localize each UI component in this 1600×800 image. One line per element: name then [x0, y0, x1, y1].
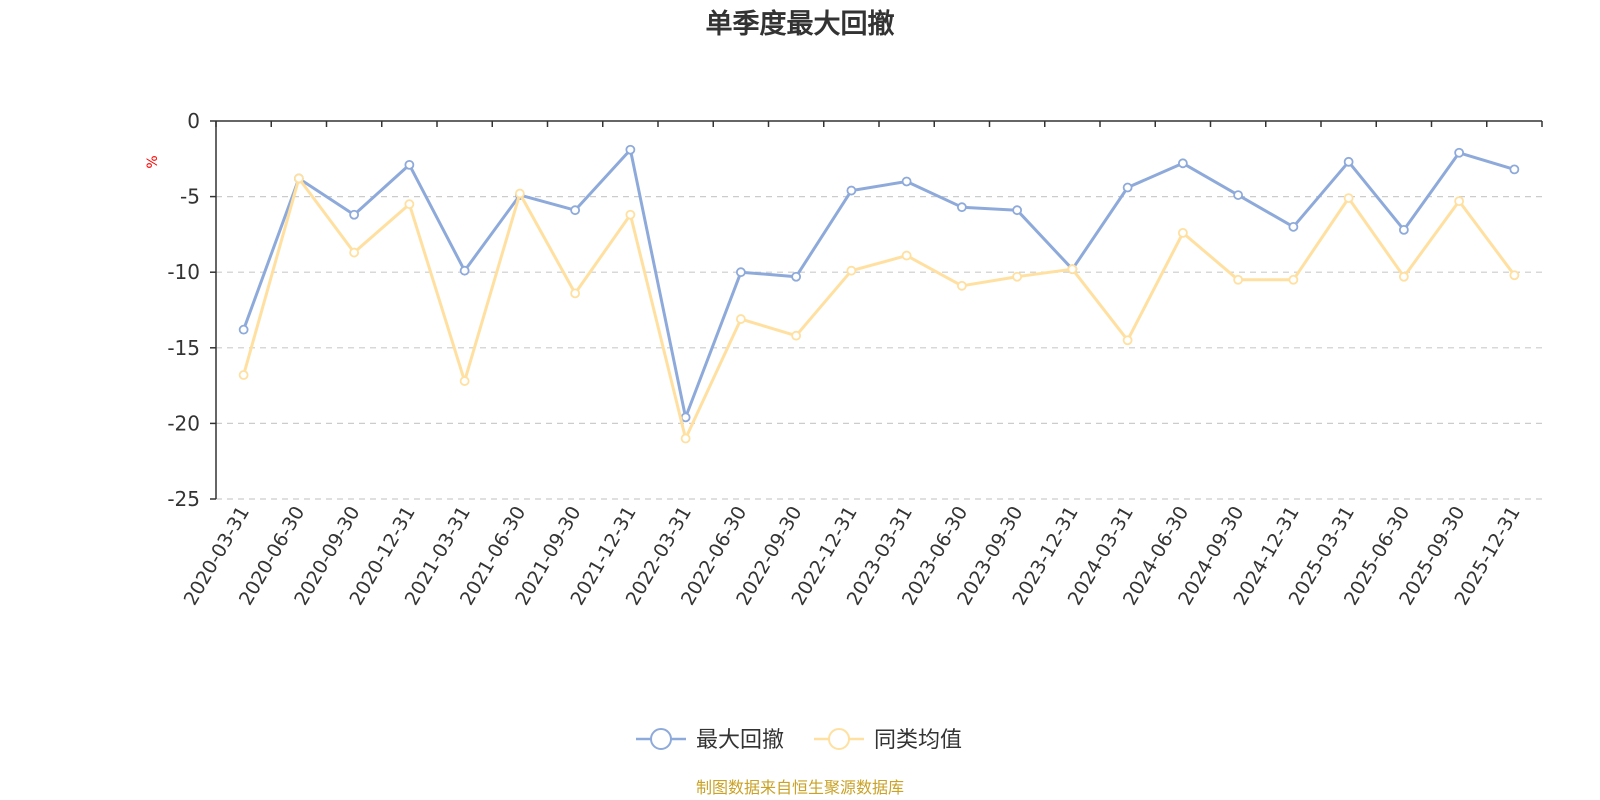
data-source-note: 制图数据来自恒生聚源数据库 — [696, 778, 904, 797]
data-point[interactable] — [1454, 196, 1465, 207]
y-tick-label: -25 — [167, 487, 200, 511]
data-point[interactable] — [901, 176, 912, 187]
legend-marker-max-drawdown — [650, 728, 672, 750]
data-point[interactable] — [735, 267, 746, 278]
y-tick-label: 0 — [187, 109, 200, 133]
data-point[interactable] — [1177, 158, 1188, 169]
data-point[interactable] — [1343, 156, 1354, 167]
data-point[interactable] — [404, 159, 415, 170]
data-point[interactable] — [1067, 264, 1078, 275]
data-point[interactable] — [625, 144, 636, 155]
data-point[interactable] — [514, 188, 525, 199]
data-point[interactable] — [791, 330, 802, 341]
data-point[interactable] — [349, 209, 360, 220]
grid-lines — [216, 196, 1542, 500]
legend-label-max-drawdown: 最大回撤 — [696, 728, 784, 753]
data-point[interactable] — [1454, 147, 1465, 158]
data-point[interactable] — [349, 247, 360, 258]
data-point[interactable] — [956, 202, 967, 213]
data-point[interactable] — [1177, 227, 1188, 238]
series-layer — [238, 144, 1520, 444]
data-point[interactable] — [625, 209, 636, 220]
data-point[interactable] — [901, 250, 912, 261]
data-point[interactable] — [1509, 270, 1520, 281]
data-point[interactable] — [735, 314, 746, 324]
data-point[interactable] — [570, 205, 581, 216]
data-point[interactable] — [238, 324, 249, 335]
data-point[interactable] — [1233, 274, 1244, 285]
data-point[interactable] — [956, 280, 967, 291]
series-line-0 — [242, 148, 1515, 419]
data-point[interactable] — [293, 173, 304, 184]
data-point[interactable] — [1122, 335, 1133, 346]
data-point[interactable] — [1012, 205, 1023, 216]
legend-item-max-drawdown[interactable]: 最大回撤 — [636, 728, 784, 753]
y-tick-label: -20 — [167, 411, 200, 435]
data-point[interactable] — [791, 271, 802, 282]
data-point[interactable] — [459, 265, 470, 276]
y-tick-label: -10 — [167, 260, 200, 284]
data-point[interactable] — [1233, 190, 1244, 200]
legend-item-peer-average[interactable]: 同类均值 — [814, 728, 962, 753]
data-point[interactable] — [459, 376, 470, 386]
chart-title: 单季度最大回撤 — [706, 8, 895, 40]
data-point[interactable] — [846, 265, 857, 276]
data-point[interactable] — [1398, 224, 1409, 235]
data-point[interactable] — [1509, 164, 1520, 175]
data-point[interactable] — [1288, 221, 1299, 232]
data-point[interactable] — [680, 433, 691, 444]
legend-label-peer-average: 同类均值 — [874, 728, 962, 753]
y-axis-unit: % — [145, 155, 161, 168]
data-point[interactable] — [570, 288, 581, 299]
data-point[interactable] — [1122, 182, 1133, 193]
axes: 0-5-10-15-20-252020-03-312020-06-302020-… — [167, 109, 1543, 609]
data-point[interactable] — [680, 412, 691, 423]
data-point[interactable] — [1012, 271, 1023, 282]
data-point[interactable] — [1398, 271, 1409, 282]
data-point[interactable] — [1343, 193, 1354, 204]
y-tick-label: -15 — [167, 336, 200, 360]
legend[interactable]: 最大回撤 同类均值 — [636, 728, 962, 753]
data-point[interactable] — [1288, 274, 1299, 285]
legend-marker-peer-average — [828, 728, 850, 750]
data-point[interactable] — [846, 185, 857, 196]
series-line-1 — [242, 177, 1516, 440]
y-tick-label: -5 — [180, 185, 200, 209]
data-point[interactable] — [238, 370, 249, 380]
data-point[interactable] — [404, 199, 415, 210]
